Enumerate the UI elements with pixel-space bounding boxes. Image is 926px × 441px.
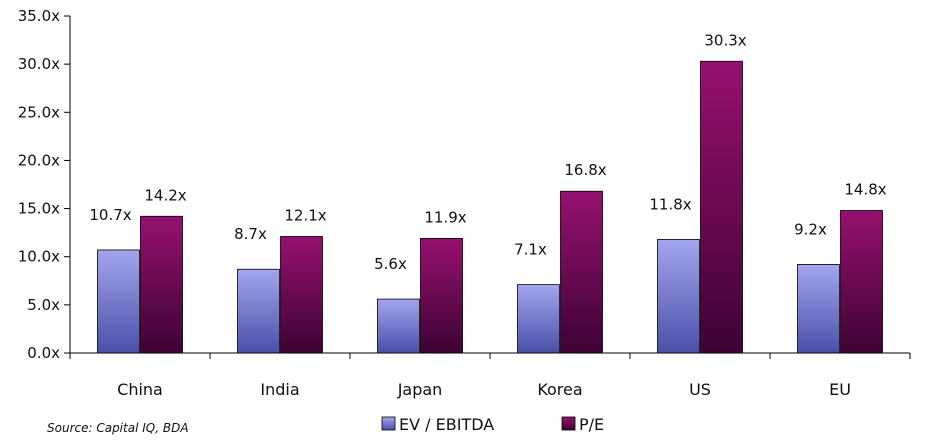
x-tick-label: India [260,380,299,399]
x-tick-label: US [689,380,711,399]
data-label-pe: 30.3x [704,31,746,49]
legend-swatch-ev-ebitda [381,416,396,431]
bar-pe [560,190,603,354]
x-tick-label: China [117,380,163,399]
bar-ev-ebitda [797,264,840,354]
data-label-ev-ebitda: 5.6x [374,255,407,273]
axes: 0.0x 5.0x 10.0x 15.0x 20.0x 25.0x 30.0x 35.0x Ch… [18,7,911,399]
data-labels: 10.7x 14.2x 8.7x 12.1x 5.6x 11.9x 7.1x 16.8x 11.… [89,31,886,273]
source-note: Source: Capital IQ, BDA [47,421,189,435]
x-tick-label: EU [829,380,851,399]
y-tick-label: 10.0x [18,248,60,266]
bar-ev-ebitda [657,238,700,354]
y-tick-label: 20.0x [18,151,60,169]
legend-swatch-pe [561,416,576,431]
bar-pe [280,236,323,354]
y-tick-label: 25.0x [18,103,60,121]
bar-ev-ebitda [377,298,420,354]
y-tick-label: 15.0x [18,200,60,218]
data-label-pe: 16.8x [564,161,606,179]
data-label-pe: 12.1x [284,206,326,224]
y-tick-label: 35.0x [18,7,60,25]
legend-label-pe: P/E [579,415,604,434]
legend-item-ev-ebitda: EV / EBITDA [381,415,494,434]
y-tick-label: 0.0x [27,344,60,362]
bar-ev-ebitda [97,249,140,354]
data-label-ev-ebitda: 9.2x [794,220,827,238]
data-label-pe: 14.8x [844,180,886,198]
data-label-ev-ebitda: 10.7x [89,206,131,224]
x-tick-label: Korea [537,380,582,399]
bar-pe [700,60,743,354]
data-label-pe: 11.9x [424,208,466,226]
x-tick-label: Japan [397,380,443,399]
data-label-ev-ebitda: 8.7x [234,225,267,243]
bar-ev-ebitda [517,284,560,354]
data-label-ev-ebitda: 11.8x [649,195,691,213]
legend: EV / EBITDA P/E [381,415,604,434]
bar-ev-ebitda [237,268,280,354]
legend-label-ev-ebitda: EV / EBITDA [399,415,494,434]
bars [97,60,883,354]
data-label-ev-ebitda: 7.1x [514,241,547,259]
bar-pe [420,238,463,354]
legend-item-pe: P/E [561,415,604,434]
y-tick-label: 5.0x [27,296,60,314]
y-tick-label: 30.0x [18,55,60,73]
bar-pe [840,210,883,354]
data-label-pe: 14.2x [144,186,186,204]
bar-pe [140,215,183,354]
